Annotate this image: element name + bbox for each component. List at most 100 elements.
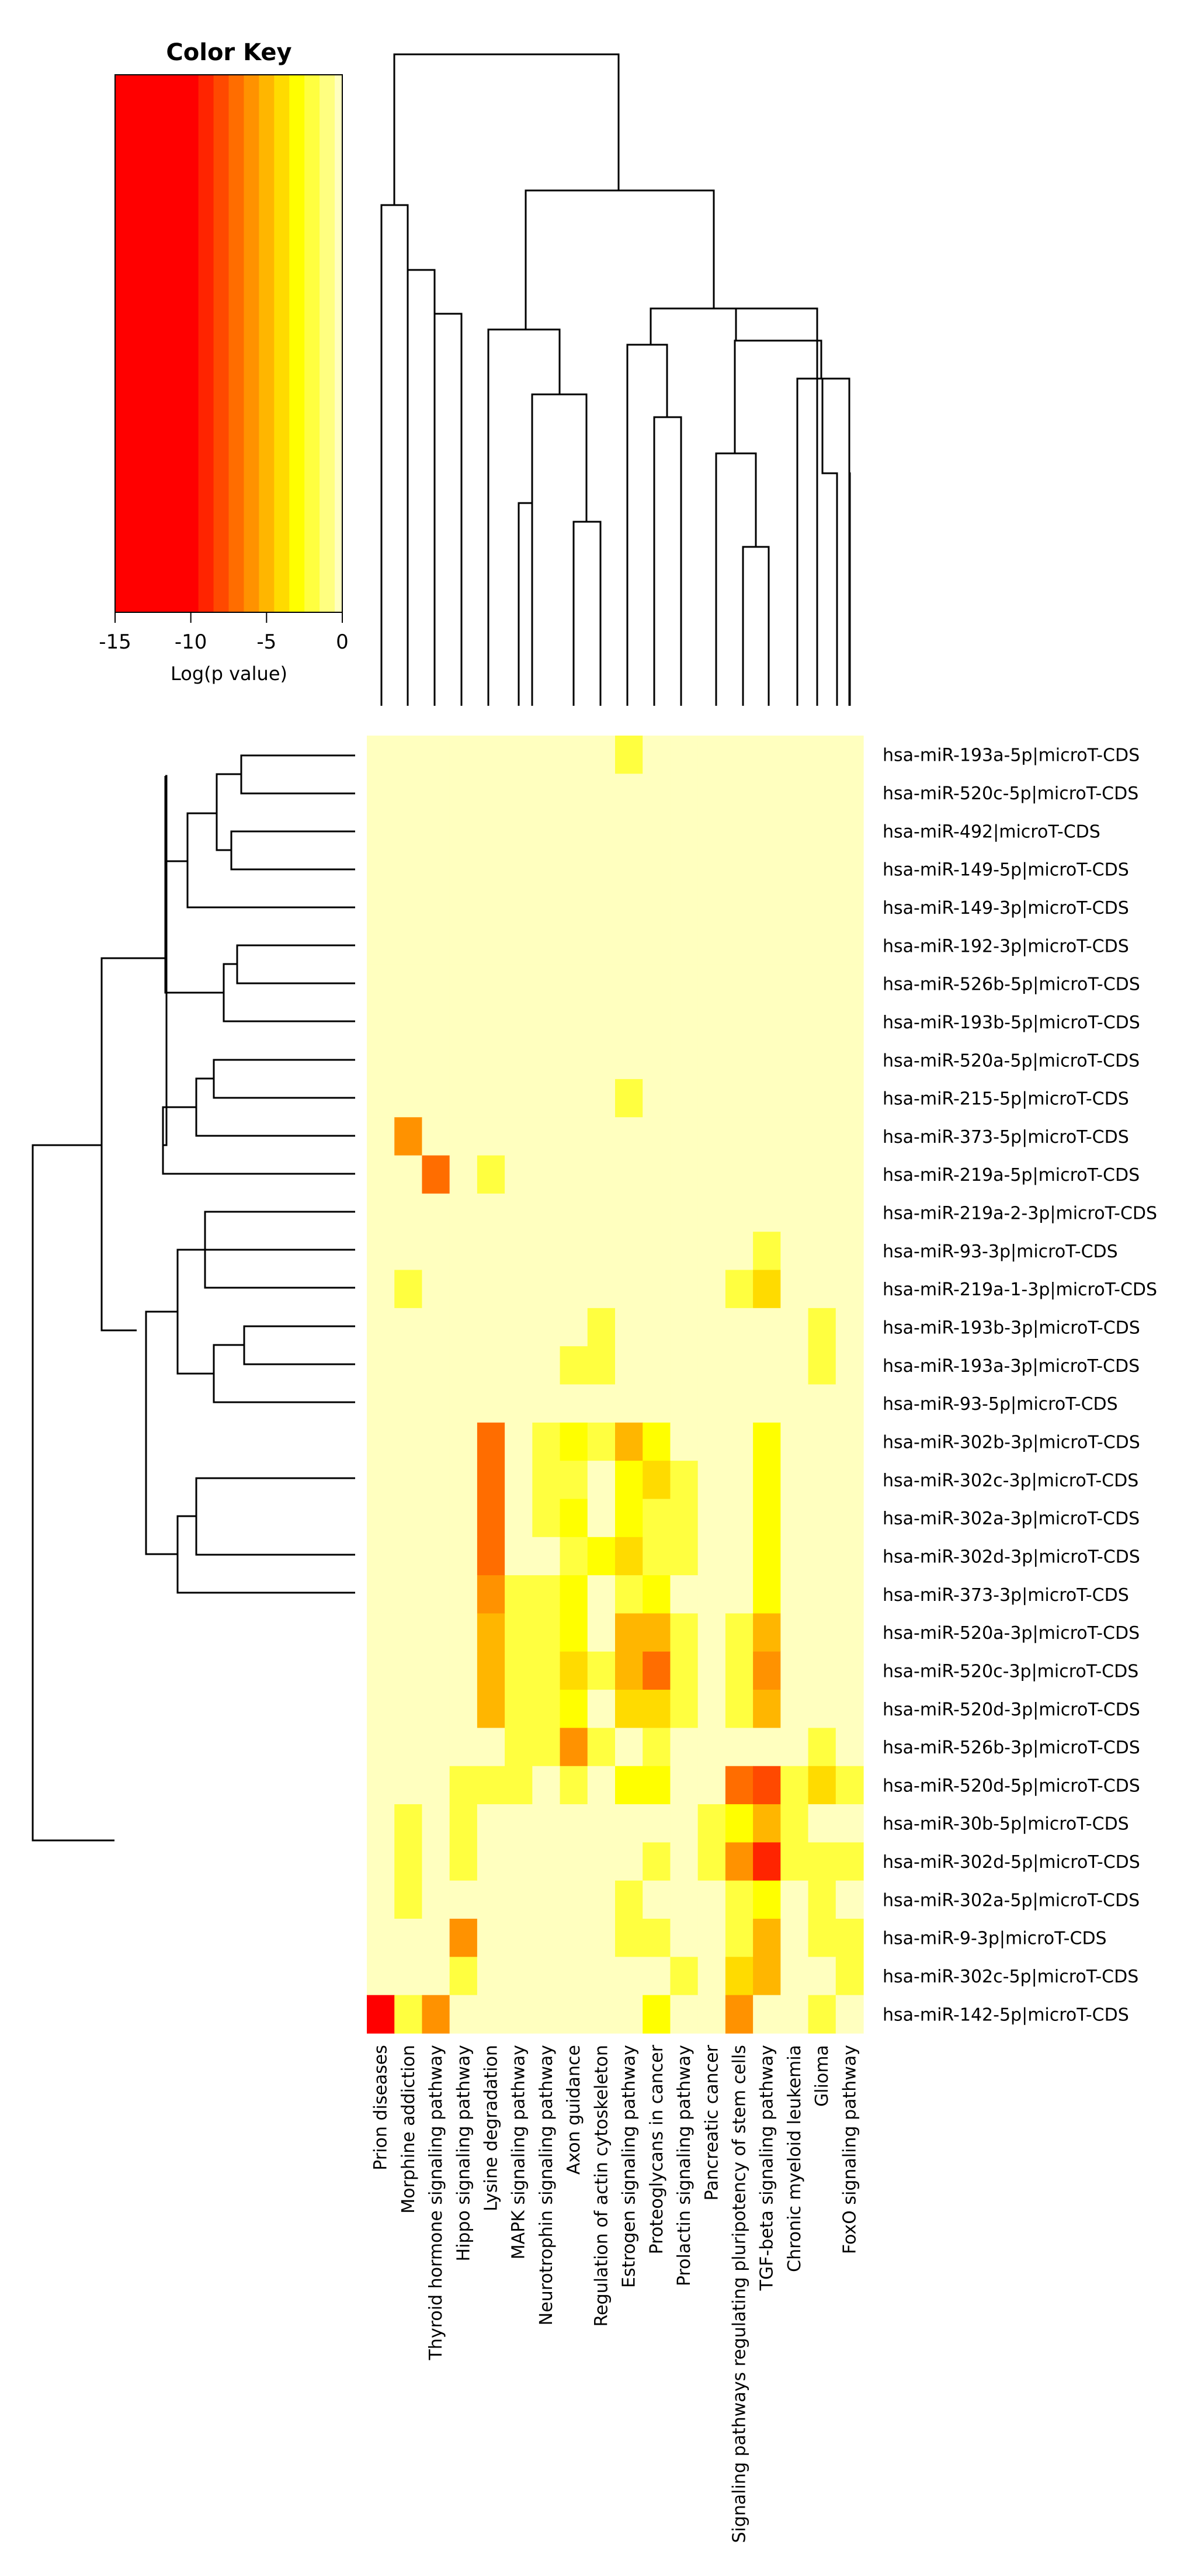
heatmap-cell	[725, 888, 754, 927]
heatmap-cell	[532, 926, 561, 965]
color-key-bin	[259, 75, 275, 612]
heatmap-cell	[394, 964, 423, 1003]
heatmap-cell	[697, 1766, 726, 1805]
heatmap-cell	[670, 1308, 699, 1347]
heatmap-cell	[394, 1880, 423, 1919]
heatmap-cell	[560, 1728, 588, 1767]
heatmap-cell	[422, 1957, 450, 1996]
heatmap-cell	[532, 1575, 561, 1614]
heatmap-cell	[422, 1995, 450, 2034]
heatmap-cell	[753, 1690, 781, 1729]
heatmap-cell	[808, 1880, 836, 1919]
heatmap-cell	[780, 850, 809, 889]
heatmap-cell	[725, 1079, 754, 1118]
heatmap-cell	[422, 1766, 450, 1805]
heatmap-cell	[835, 1842, 864, 1881]
heatmap-cell	[835, 926, 864, 965]
heatmap-cell	[532, 1346, 561, 1385]
heatmap-cell	[587, 1155, 616, 1194]
heatmap-cell	[753, 1384, 781, 1423]
heatmap-cell	[505, 926, 533, 965]
heatmap-cell	[835, 1041, 864, 1080]
heatmap-cell	[780, 1842, 809, 1881]
heatmap-cell	[449, 1690, 478, 1729]
heatmap-cell	[780, 1232, 809, 1271]
heatmap-cell	[587, 1995, 616, 2034]
heatmap-cell	[560, 1270, 588, 1309]
heatmap-cell	[587, 1193, 616, 1232]
heatmap-cell	[835, 1270, 864, 1309]
heatmap-cell	[422, 1880, 450, 1919]
heatmap-cell	[835, 1232, 864, 1271]
heatmap-cell	[615, 964, 643, 1003]
heatmap-cell	[670, 1995, 699, 2034]
heatmap-cell	[808, 926, 836, 965]
heatmap-cell	[560, 1919, 588, 1957]
heatmap-cell	[477, 1690, 505, 1729]
heatmap-cell	[725, 1117, 754, 1156]
heatmap-cell	[587, 1957, 616, 1996]
heatmap-cell	[615, 1957, 643, 1996]
heatmap-cell	[532, 1766, 561, 1805]
heatmap-cell	[697, 736, 726, 774]
heatmap-cell	[808, 964, 836, 1003]
heatmap-cell	[367, 1499, 395, 1538]
heatmap-cell	[477, 1041, 505, 1080]
heatmap-cell	[477, 1422, 505, 1461]
heatmap-cell	[835, 774, 864, 813]
heatmap-cell	[532, 888, 561, 927]
heatmap-cell	[422, 1422, 450, 1461]
heatmap-cell	[615, 850, 643, 889]
color-key-tick-label: -15	[99, 630, 131, 654]
row-label: hsa-miR-302b-3p|microT-CDS	[883, 1433, 1140, 1453]
heatmap-cell	[587, 964, 616, 1003]
heatmap-cell	[532, 1880, 561, 1919]
heatmap-cell	[753, 1537, 781, 1576]
heatmap-cell	[422, 1003, 450, 1042]
column-dendrogram	[380, 53, 851, 706]
heatmap-cell	[725, 1995, 754, 2034]
heatmap-cell	[697, 812, 726, 851]
row-label: hsa-miR-520a-3p|microT-CDS	[883, 1623, 1140, 1644]
heatmap-cell	[449, 774, 478, 813]
heatmap-cell	[697, 1461, 726, 1500]
heatmap-cell	[560, 1232, 588, 1271]
heatmap-cell	[615, 1690, 643, 1729]
color-key-bin	[115, 75, 199, 612]
heatmap-cell	[670, 1537, 699, 1576]
color-key-bin	[320, 75, 335, 612]
row-label: hsa-miR-520d-5p|microT-CDS	[883, 1776, 1140, 1796]
heatmap-cell	[643, 926, 671, 965]
row-label: hsa-miR-149-3p|microT-CDS	[883, 898, 1129, 918]
heatmap-cell	[449, 1193, 478, 1232]
heatmap-cell	[449, 736, 478, 774]
row-label: hsa-miR-526b-5p|microT-CDS	[883, 975, 1140, 995]
heatmap-cell	[753, 1613, 781, 1652]
heatmap-cell	[615, 812, 643, 851]
heatmap-cell	[725, 1003, 754, 1042]
heatmap-cell	[780, 1766, 809, 1805]
heatmap-cell	[449, 1041, 478, 1080]
color-key-tick-label: -10	[175, 630, 207, 654]
row-label: hsa-miR-193b-5p|microT-CDS	[883, 1013, 1140, 1033]
heatmap-cell	[505, 1346, 533, 1385]
heatmap-cell	[780, 1690, 809, 1729]
column-label: Chronic myeloid leukemia	[784, 2045, 805, 2272]
heatmap-cell	[808, 1804, 836, 1843]
heatmap-cell	[670, 736, 699, 774]
heatmap-cell	[560, 1842, 588, 1881]
heatmap-cell	[753, 1041, 781, 1080]
heatmap-cell	[532, 1232, 561, 1271]
heatmap-cell	[587, 1346, 616, 1385]
heatmap-cell	[808, 1537, 836, 1576]
heatmap-cell	[697, 1728, 726, 1767]
heatmap-cell	[449, 1842, 478, 1881]
heatmap-cell	[725, 1957, 754, 1996]
heatmap-cell	[477, 736, 505, 774]
heatmap-cell	[643, 1461, 671, 1500]
heatmap-cell	[643, 1308, 671, 1347]
heatmap-cell	[394, 1537, 423, 1576]
heatmap-cell	[477, 1880, 505, 1919]
heatmap-cell	[394, 888, 423, 927]
heatmap-cell	[780, 1346, 809, 1385]
